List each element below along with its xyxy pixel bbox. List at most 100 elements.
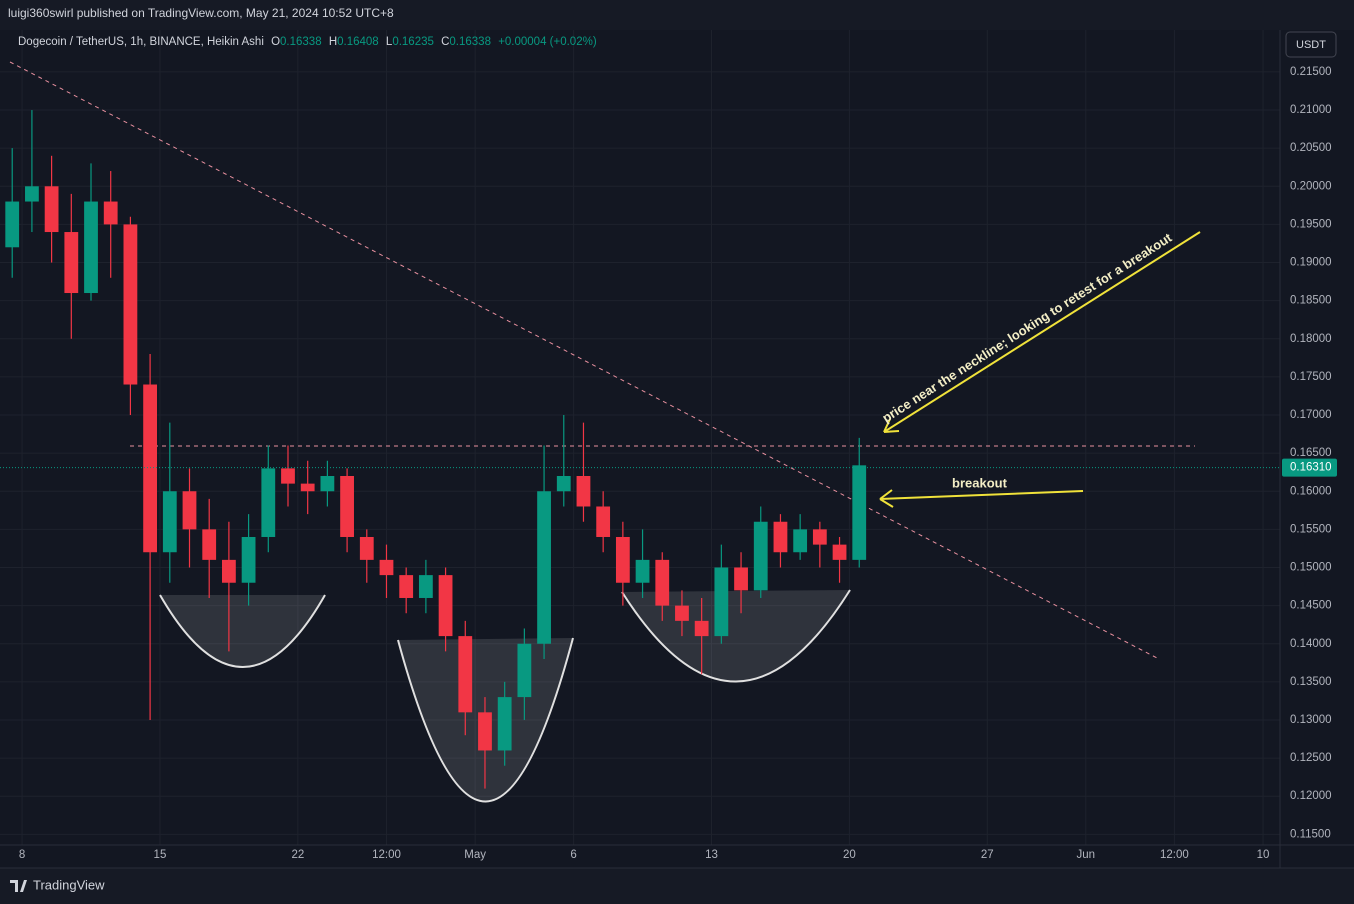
x-tick-label: 22	[291, 849, 304, 861]
candle-body	[478, 712, 492, 751]
candle-body	[25, 186, 39, 202]
legend-value: 0.16338	[449, 36, 491, 48]
candle-body	[64, 232, 79, 294]
candle-body	[241, 536, 256, 583]
candle-body	[458, 636, 473, 713]
currency-label[interactable]: USDT	[1296, 39, 1326, 51]
candle-body	[261, 468, 276, 537]
y-tick-label: 0.18000	[1290, 333, 1332, 345]
cup-curve	[397, 637, 574, 803]
y-tick-label: 0.16000	[1290, 485, 1332, 497]
candle-body	[714, 567, 729, 637]
candle-body	[84, 201, 98, 294]
y-tick-label: 0.14500	[1290, 600, 1332, 612]
cup-curve	[621, 589, 851, 683]
legend: Dogecoin / TetherUS, 1h, BINANCE, Heikin…	[18, 36, 597, 48]
y-tick-label: 0.21500	[1290, 66, 1332, 78]
legend-change: +0.00004 (+0.02%)	[498, 36, 597, 48]
candle-body	[497, 697, 512, 751]
candle-body	[537, 491, 551, 644]
candle-body	[399, 575, 414, 598]
logo	[10, 880, 27, 892]
legend-label: C	[441, 36, 449, 48]
y-tick-label: 0.17000	[1290, 409, 1332, 421]
y-tick-label: 0.16500	[1290, 447, 1332, 459]
y-tick-label: 0.14000	[1290, 638, 1332, 650]
candle-body	[438, 575, 453, 637]
candle-body	[793, 529, 808, 553]
y-tick-label: 0.11500	[1290, 828, 1331, 840]
y-tick-label: 0.21000	[1290, 104, 1332, 116]
candle-body	[379, 559, 394, 576]
y-tick-label: 0.18500	[1290, 295, 1332, 307]
legend-label: O	[271, 36, 280, 48]
footer-brand: TradingView	[33, 877, 105, 892]
candle-body	[162, 491, 177, 553]
candle-body	[753, 521, 768, 591]
candle-body	[320, 476, 335, 492]
x-tick-label: May	[464, 849, 486, 861]
x-tick-label: Jun	[1077, 849, 1096, 861]
annotation: breakout	[952, 475, 1008, 490]
arrow-head	[879, 489, 894, 508]
x-tick-label: 20	[843, 849, 856, 861]
x-tick-label: 27	[981, 849, 994, 861]
candle-body	[5, 201, 20, 248]
cup-curve	[159, 594, 326, 668]
publisher: luigi360swirl published on TradingView.c…	[8, 6, 394, 20]
y-tick-label: 0.15000	[1290, 562, 1332, 574]
y-tick-label: 0.20000	[1290, 180, 1332, 192]
last-price-tag	[1282, 458, 1337, 477]
candle-body	[340, 476, 354, 537]
candle-body	[44, 186, 59, 233]
candles	[5, 110, 867, 789]
y-tick-label: 0.15500	[1290, 523, 1332, 535]
symbol: Dogecoin / TetherUS, 1h, BINANCE, Heikin…	[18, 36, 264, 48]
candle-body	[123, 224, 138, 385]
legend-value: 0.16408	[337, 36, 379, 48]
candle-body	[655, 559, 670, 606]
chart-panel	[0, 30, 1354, 868]
candle-body	[694, 620, 709, 637]
currency-button[interactable]	[1285, 31, 1337, 58]
legend-value: 0.16235	[392, 36, 434, 48]
last-price-label: 0.16310	[1290, 462, 1332, 474]
candle-body	[418, 575, 433, 598]
x-tick-label: 12:00	[1160, 849, 1189, 861]
axes: 0.11500 0.12000 0.12500 0.13000 0.13500 0.140…	[0, 66, 1337, 861]
legend-label: H	[329, 36, 337, 48]
y-tick-label: 0.19500	[1290, 218, 1332, 230]
candle-body	[576, 476, 591, 507]
candle-body	[182, 491, 197, 530]
candle-body	[103, 201, 118, 225]
x-tick-label: 13	[705, 849, 718, 861]
candle-body	[517, 643, 532, 698]
y-tick-label: 0.13000	[1290, 714, 1332, 726]
candle-body	[300, 483, 315, 492]
y-tick-label: 0.17500	[1290, 371, 1332, 383]
x-tick-label: 6	[570, 849, 576, 861]
x-tick-label: 8	[19, 849, 25, 861]
candle-body	[832, 544, 847, 560]
y-tick-label: 0.13500	[1290, 676, 1332, 688]
arrow	[879, 490, 1084, 500]
y-tick-label: 0.12500	[1290, 752, 1332, 764]
legend-label: L	[386, 36, 393, 48]
candle-body	[615, 536, 630, 583]
x-tick-label: 12:00	[372, 849, 401, 861]
candle-body	[281, 468, 295, 484]
candle-body	[812, 529, 827, 545]
candle-body	[635, 559, 650, 583]
y-tick-label: 0.20500	[1290, 142, 1332, 154]
candle-body	[773, 521, 788, 553]
x-tick-label: 15	[154, 849, 167, 861]
candle-body	[222, 559, 236, 583]
candle-body	[596, 506, 611, 537]
candle-body	[202, 529, 217, 560]
candle-body	[556, 476, 571, 492]
candle-body	[675, 605, 689, 621]
candle-body	[143, 384, 157, 553]
candle-body	[852, 465, 867, 560]
x-tick-label: 10	[1257, 849, 1270, 861]
